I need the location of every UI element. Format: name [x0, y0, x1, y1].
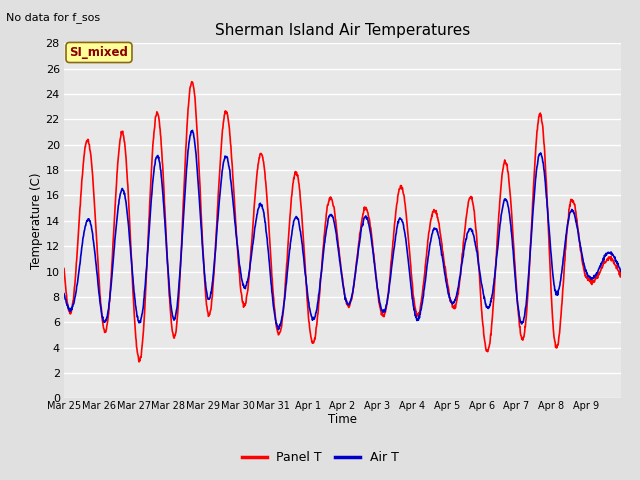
Legend: Panel T, Air T: Panel T, Air T: [237, 446, 403, 469]
Air T: [474, 259, 482, 265]
Air T: [617, 268, 625, 274]
Air T: [556, 282, 564, 288]
Y-axis label: Temperature (C): Temperature (C): [30, 172, 43, 269]
Air T: [189, 128, 196, 133]
Air T: [611, 255, 618, 261]
Panel T: [617, 272, 625, 277]
Panel T: [60, 265, 68, 271]
Panel T: [611, 261, 618, 267]
Text: No data for f_sos: No data for f_sos: [6, 12, 100, 23]
Air T: [328, 213, 336, 219]
Line: Panel T: Panel T: [64, 82, 621, 362]
Line: Air T: Air T: [64, 131, 621, 330]
X-axis label: Time: Time: [328, 413, 357, 426]
Panel T: [188, 79, 196, 84]
Panel T: [328, 199, 336, 204]
Air T: [318, 264, 326, 269]
Title: Sherman Island Air Temperatures: Sherman Island Air Temperatures: [215, 23, 470, 38]
Panel T: [556, 326, 564, 332]
Panel T: [474, 256, 482, 262]
Panel T: [318, 261, 326, 266]
Panel T: [135, 359, 143, 365]
Air T: [275, 327, 282, 333]
Text: SI_mixed: SI_mixed: [70, 46, 129, 59]
Air T: [60, 291, 68, 297]
Air T: [147, 199, 155, 205]
Panel T: [148, 167, 156, 173]
